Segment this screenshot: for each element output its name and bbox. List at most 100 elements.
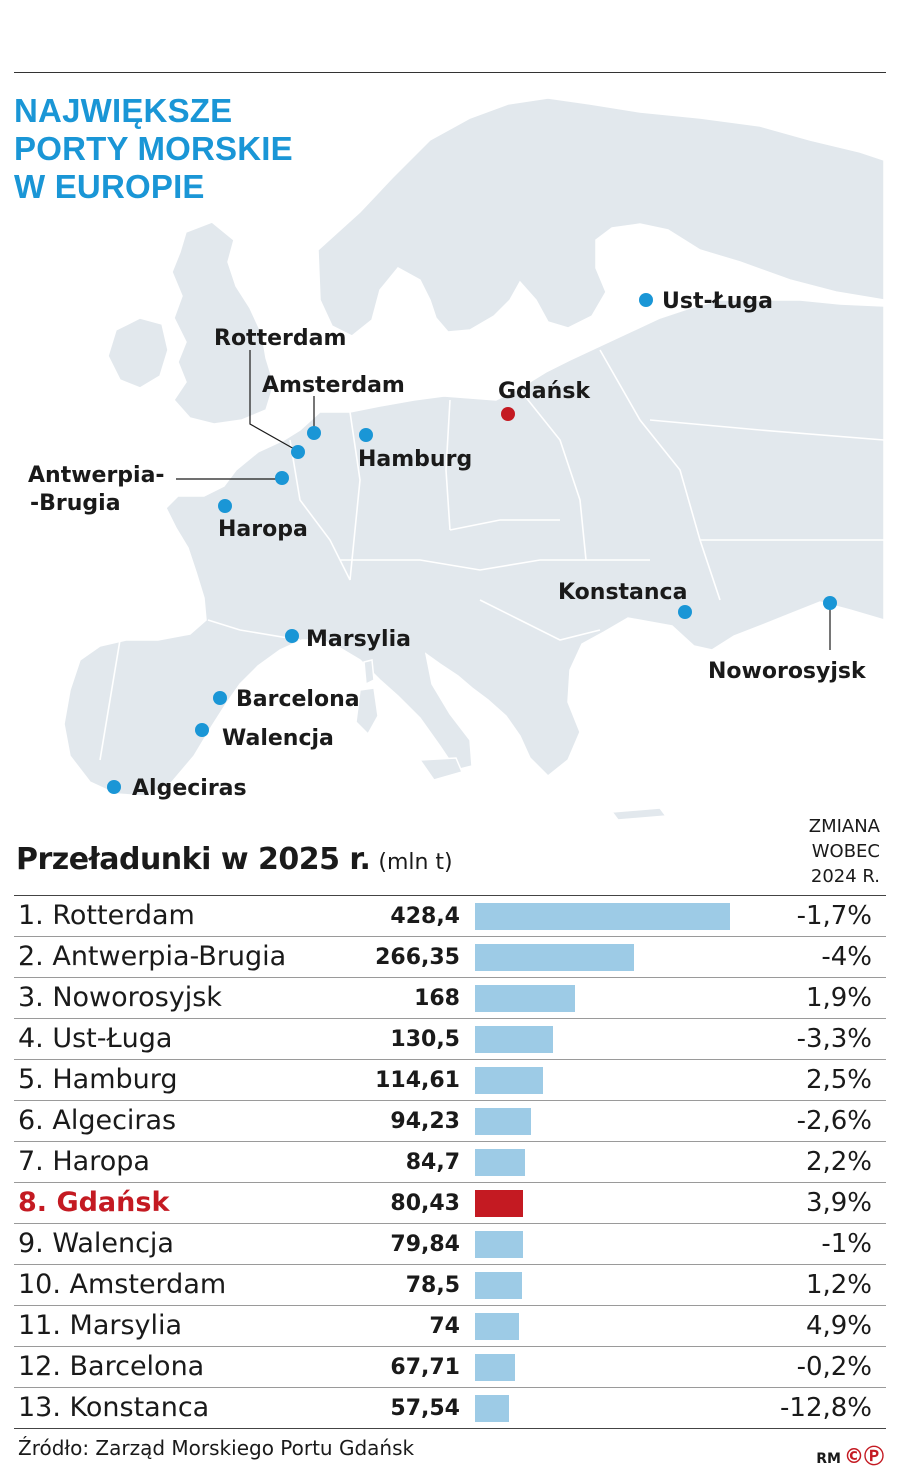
table-row: 6. Algeciras 94,23 -2,6%: [14, 1101, 886, 1142]
value-label: 168: [414, 986, 460, 1011]
port-name: 2. Antwerpia-Brugia: [18, 941, 287, 972]
copyright-mark: ©Ⓟ: [844, 1444, 884, 1468]
change-header-line-2: WOBEC: [811, 841, 880, 862]
port-dot-algeciras: [107, 780, 121, 794]
source-note: Źródło: Zarząd Morskiego Portu Gdańsk: [18, 1436, 415, 1460]
table-row: 11. Marsylia 74 4,9%: [14, 1306, 886, 1347]
change-value: -1%: [821, 1229, 872, 1259]
port-name: 5. Hamburg: [18, 1064, 178, 1095]
infographic-title: NAJWIĘKSZE PORTY MORSKIE W EUROPIE: [14, 92, 344, 206]
bar: [475, 1354, 515, 1381]
port-name: 6. Algeciras: [18, 1105, 177, 1136]
value-label: 84,7: [405, 1150, 460, 1175]
port-label-marsylia: Marsylia: [306, 627, 411, 652]
land-sardinia: [355, 687, 379, 736]
chart-title: Przeładunki w 2025 r.: [16, 842, 371, 877]
port-label-walencja: Walencja: [222, 726, 334, 751]
port-name: 9. Walencja: [18, 1228, 174, 1259]
title-line-2: PORTY MORSKIE: [14, 130, 293, 167]
port-dot-gdansk: [501, 407, 515, 421]
port-dot-amsterdam: [307, 426, 321, 440]
port-label-antwerpia-2: -Brugia: [30, 491, 121, 516]
land-continent: [63, 299, 885, 797]
port-dot-walencja: [195, 723, 209, 737]
port-name: 10. Amsterdam: [18, 1269, 227, 1300]
port-label-rotterdam: Rotterdam: [214, 326, 346, 351]
land-sicily: [418, 757, 464, 781]
change-value: -3,3%: [796, 1024, 872, 1054]
bar: [475, 1108, 531, 1135]
ranking-table: 1. Rotterdam 428,4 -1,7% 2. Antwerpia-Brugi…: [14, 895, 886, 1429]
change-value: -0,2%: [796, 1352, 872, 1382]
bar: [475, 944, 634, 971]
top-rule: [14, 72, 886, 73]
change-value: -2,6%: [796, 1106, 872, 1136]
port-name: 3. Noworosyjsk: [18, 982, 222, 1013]
value-label: 80,43: [390, 1191, 460, 1216]
change-value: 2,5%: [805, 1065, 872, 1095]
table-row: 1. Rotterdam 428,4 -1,7%: [14, 896, 886, 937]
value-label: 94,23: [390, 1109, 460, 1134]
port-dot-konstanca: [678, 605, 692, 619]
port-label-haropa: Haropa: [218, 517, 308, 542]
port-name: 12. Barcelona: [18, 1351, 205, 1382]
table-row: 12. Barcelona 67,71 -0,2%: [14, 1347, 886, 1388]
europe-map: Rotterdam Amsterdam Antwerpia- -Brugia H…: [28, 97, 885, 821]
bar: [475, 1190, 523, 1217]
change-value: 1,9%: [805, 983, 872, 1013]
value-label: 266,35: [375, 945, 460, 970]
value-label: 78,5: [405, 1273, 460, 1298]
bar: [475, 1395, 509, 1422]
port-labels: Rotterdam Amsterdam Antwerpia- -Brugia H…: [28, 289, 867, 801]
port-label-amsterdam: Amsterdam: [262, 373, 405, 398]
title-line-1: NAJWIĘKSZE: [14, 92, 233, 129]
title-line-3: W EUROPIE: [14, 168, 205, 205]
port-dot-barcelona: [213, 691, 227, 705]
port-label-barcelona: Barcelona: [236, 687, 360, 712]
port-dot-hamburg: [359, 428, 373, 442]
port-name: 13. Konstanca: [18, 1392, 210, 1423]
port-label-hamburg: Hamburg: [358, 447, 472, 472]
table-row: 2. Antwerpia-Brugia 266,35 -4%: [14, 937, 886, 978]
port-dot-antwerpia: [275, 471, 289, 485]
port-label-ust-luga: Ust-Ługa: [662, 289, 773, 314]
chart-unit: (mln t): [378, 850, 453, 875]
port-label-gdansk: Gdańsk: [498, 379, 591, 404]
bar: [475, 1272, 522, 1299]
change-header-line-3: 2024 R.: [810, 866, 880, 887]
author-credit: RM ©Ⓟ: [816, 1440, 884, 1469]
change-value: -1,7%: [796, 901, 872, 931]
bar: [475, 1149, 525, 1176]
port-dot-noworosyjsk: [823, 596, 837, 610]
port-dots: [107, 293, 837, 794]
port-name: 11. Marsylia: [18, 1310, 183, 1341]
change-column-header: ZMIANA WOBEC 2024 R.: [740, 814, 880, 889]
bar: [475, 985, 575, 1012]
change-value: 1,2%: [805, 1270, 872, 1300]
change-value: 4,9%: [805, 1311, 872, 1341]
value-label: 79,84: [390, 1232, 460, 1257]
table-row: 9. Walencja 79,84 -1%: [14, 1224, 886, 1265]
bar: [475, 1067, 543, 1094]
port-name: 8. Gdańsk: [18, 1187, 170, 1218]
port-label-noworosyjsk: Noworosyjsk: [708, 659, 867, 684]
borders: [99, 349, 885, 761]
change-value: 2,2%: [805, 1147, 872, 1177]
land-masses: [63, 97, 885, 821]
port-name: 4. Ust-Ługa: [18, 1023, 173, 1054]
land-corsica: [363, 659, 375, 686]
chart-header: Przeładunki w 2025 r. (mln t): [16, 842, 453, 877]
bar: [475, 1313, 519, 1340]
land-scandinavia: [317, 97, 885, 337]
port-name: 7. Haropa: [18, 1146, 150, 1177]
change-value: -12,8%: [780, 1393, 872, 1423]
land-britain: [171, 221, 275, 425]
table-row: 10. Amsterdam 78,5 1,2%: [14, 1265, 886, 1306]
bar: [475, 1231, 523, 1258]
bar: [475, 1026, 553, 1053]
table-row: 7. Haropa 84,7 2,2%: [14, 1142, 886, 1183]
value-label: 130,5: [390, 1027, 460, 1052]
port-dot-rotterdam: [291, 445, 305, 459]
land-ireland: [107, 317, 169, 389]
change-header-line-1: ZMIANA: [808, 816, 880, 837]
